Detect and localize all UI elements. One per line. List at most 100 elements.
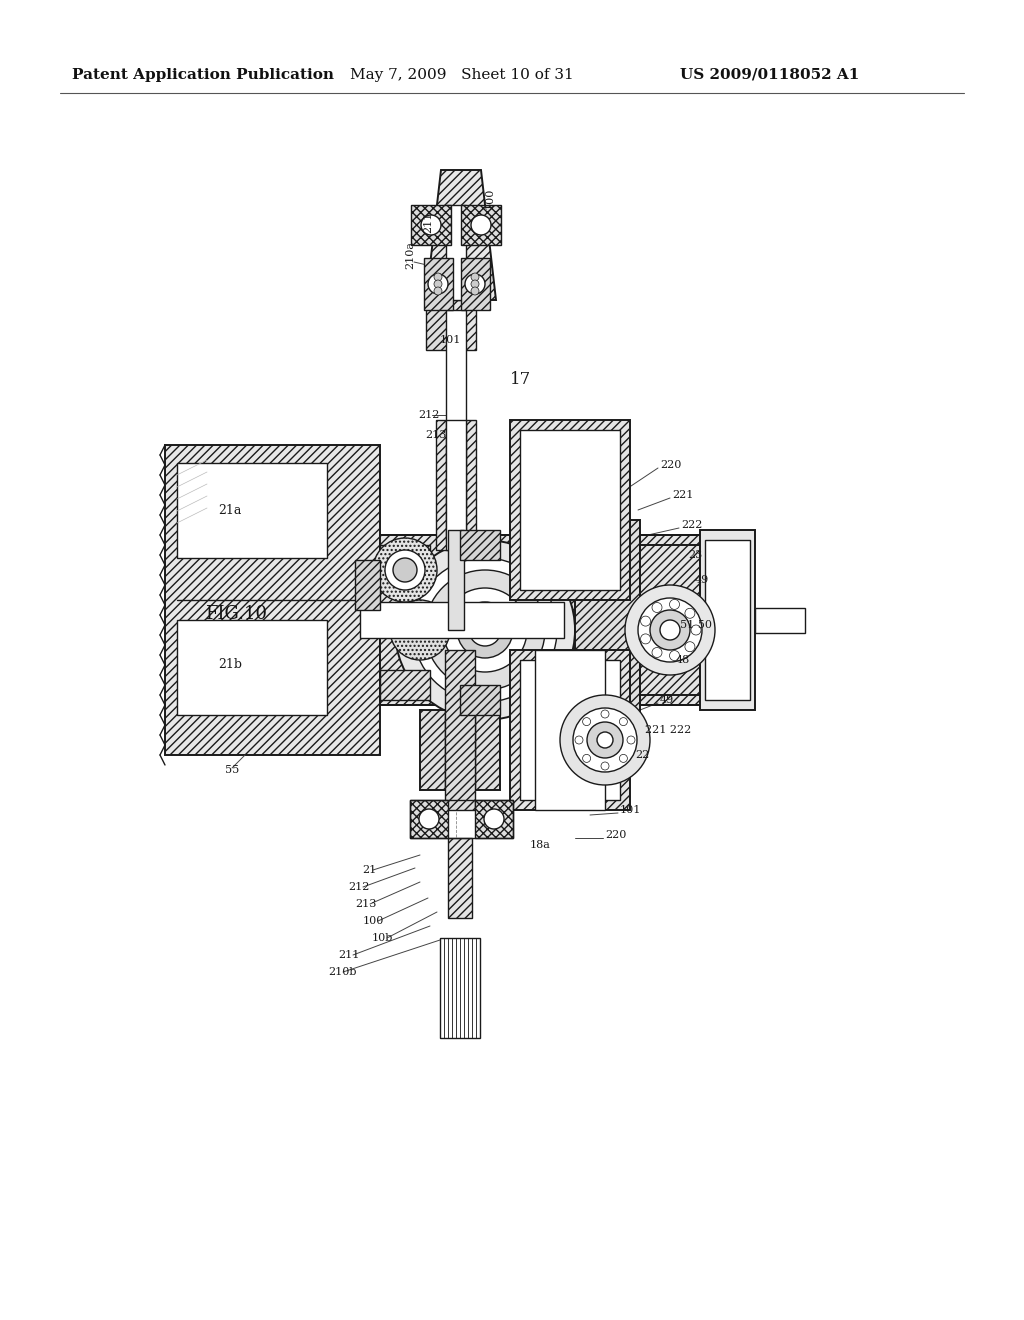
- Bar: [510, 420, 630, 601]
- Bar: [426, 300, 451, 350]
- Circle shape: [471, 273, 479, 281]
- Circle shape: [434, 286, 442, 294]
- Text: 212: 212: [418, 411, 439, 420]
- Circle shape: [597, 733, 613, 748]
- Bar: [520, 430, 620, 590]
- Text: 211: 211: [338, 950, 359, 960]
- Bar: [177, 463, 327, 558]
- Circle shape: [601, 762, 609, 770]
- Bar: [705, 540, 750, 700]
- Circle shape: [650, 610, 690, 649]
- Text: 220: 220: [605, 830, 627, 840]
- Circle shape: [471, 280, 479, 288]
- Bar: [445, 649, 475, 810]
- Bar: [440, 939, 480, 1038]
- Text: May 7, 2009   Sheet 10 of 31: May 7, 2009 Sheet 10 of 31: [350, 69, 573, 82]
- Circle shape: [652, 602, 662, 612]
- Text: 100: 100: [362, 916, 384, 927]
- Text: 210a: 210a: [406, 242, 415, 269]
- Text: 21b: 21b: [218, 659, 242, 672]
- Circle shape: [685, 609, 695, 618]
- Bar: [446, 420, 466, 550]
- Text: 48: 48: [676, 655, 690, 665]
- Bar: [438, 246, 474, 257]
- Bar: [177, 620, 327, 715]
- Circle shape: [457, 602, 513, 657]
- Bar: [424, 257, 453, 310]
- Text: 22: 22: [635, 750, 649, 760]
- Text: 100: 100: [485, 187, 495, 209]
- Bar: [446, 310, 466, 540]
- Text: 49: 49: [695, 576, 710, 585]
- Circle shape: [583, 755, 591, 763]
- Circle shape: [434, 280, 442, 288]
- Bar: [380, 535, 730, 705]
- Bar: [410, 800, 513, 838]
- Text: 49: 49: [660, 696, 674, 705]
- Text: 213: 213: [355, 899, 377, 909]
- Circle shape: [575, 737, 583, 744]
- Bar: [575, 520, 640, 719]
- Text: FIG.10: FIG.10: [205, 605, 267, 623]
- Circle shape: [691, 624, 701, 635]
- Text: 101: 101: [440, 335, 462, 345]
- Text: 55: 55: [225, 766, 240, 775]
- Circle shape: [638, 598, 702, 663]
- Bar: [436, 420, 476, 550]
- Bar: [380, 671, 430, 700]
- Bar: [446, 205, 466, 300]
- Bar: [475, 800, 513, 838]
- Text: 221 222: 221 222: [645, 725, 691, 735]
- Circle shape: [560, 696, 650, 785]
- Bar: [411, 205, 451, 246]
- Bar: [755, 609, 805, 634]
- Bar: [460, 685, 500, 715]
- Circle shape: [641, 616, 650, 626]
- Circle shape: [425, 570, 545, 690]
- Circle shape: [413, 558, 557, 702]
- Circle shape: [660, 620, 680, 640]
- Text: 51 50: 51 50: [680, 620, 712, 630]
- Circle shape: [627, 737, 635, 744]
- Circle shape: [469, 614, 501, 645]
- Text: 210b: 210b: [328, 968, 356, 977]
- Bar: [449, 531, 464, 630]
- Circle shape: [434, 273, 442, 281]
- Bar: [640, 545, 700, 696]
- Text: 220: 220: [660, 459, 681, 470]
- Text: US 2009/0118052 A1: US 2009/0118052 A1: [680, 69, 859, 82]
- Text: 101: 101: [620, 805, 641, 814]
- Circle shape: [393, 558, 417, 582]
- Bar: [510, 649, 630, 810]
- Circle shape: [484, 809, 504, 829]
- Text: 17: 17: [510, 371, 531, 388]
- Circle shape: [670, 651, 680, 660]
- Bar: [535, 649, 605, 810]
- Circle shape: [641, 634, 650, 644]
- Circle shape: [620, 718, 628, 726]
- Bar: [380, 545, 430, 576]
- Circle shape: [373, 539, 437, 602]
- Circle shape: [685, 642, 695, 652]
- Circle shape: [390, 601, 450, 660]
- Text: 211: 211: [423, 211, 433, 232]
- Bar: [410, 800, 449, 838]
- Text: 222: 222: [681, 520, 702, 531]
- Circle shape: [465, 275, 485, 294]
- Circle shape: [395, 540, 575, 719]
- Circle shape: [428, 275, 449, 294]
- Bar: [461, 205, 501, 246]
- Circle shape: [625, 585, 715, 675]
- Bar: [445, 710, 475, 789]
- Bar: [420, 710, 500, 789]
- Bar: [165, 445, 380, 755]
- Bar: [451, 300, 476, 350]
- Circle shape: [443, 587, 527, 672]
- Circle shape: [385, 550, 425, 590]
- Circle shape: [419, 809, 439, 829]
- Text: 23: 23: [688, 550, 702, 560]
- Circle shape: [652, 648, 662, 657]
- Bar: [355, 560, 380, 610]
- Circle shape: [601, 710, 609, 718]
- Bar: [520, 660, 620, 800]
